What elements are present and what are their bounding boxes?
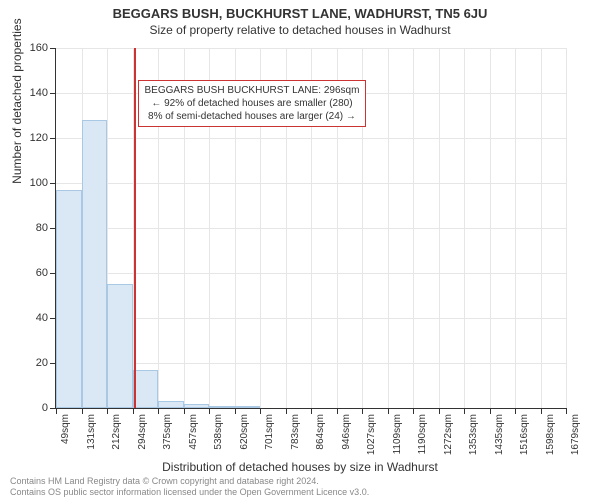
x-tick (133, 408, 134, 414)
x-tick-label: 212sqm (111, 414, 122, 450)
annotation-line: BEGGARS BUSH BUCKHURST LANE: 296sqm (145, 84, 360, 97)
gridline-vertical (515, 48, 516, 408)
x-axis-title: Distribution of detached houses by size … (0, 460, 600, 474)
gridline-vertical (388, 48, 389, 408)
x-tick-label: 457sqm (188, 414, 199, 450)
y-tick-label: 160 (30, 42, 48, 54)
chart-container: BEGGARS BUSH, BUCKHURST LANE, WADHURST, … (0, 0, 600, 500)
histogram-bar (107, 284, 133, 408)
histogram-bar (133, 370, 159, 408)
x-tick (184, 408, 185, 414)
y-tick (50, 183, 56, 184)
y-tick-label: 80 (36, 222, 48, 234)
annotation-line: 8% of semi-detached houses are larger (2… (145, 110, 360, 123)
x-tick-label: 1598sqm (545, 414, 556, 455)
annotation-box: BEGGARS BUSH BUCKHURST LANE: 296sqm← 92%… (138, 80, 367, 127)
x-tick (337, 408, 338, 414)
x-tick (388, 408, 389, 414)
x-tick (158, 408, 159, 414)
x-tick (566, 408, 567, 414)
x-tick-label: 1190sqm (417, 414, 428, 454)
histogram-bar (56, 190, 82, 408)
x-tick (362, 408, 363, 414)
x-tick-label: 946sqm (341, 414, 352, 450)
footer-attribution: Contains HM Land Registry data © Crown c… (10, 476, 369, 498)
y-axis-title: Number of detached properties (10, 18, 24, 183)
footer-line-2: Contains OS public sector information li… (10, 487, 369, 498)
x-tick-label: 701sqm (264, 414, 275, 450)
x-tick-label: 294sqm (137, 414, 148, 450)
annotation-line: ← 92% of detached houses are smaller (28… (145, 97, 360, 110)
x-tick (107, 408, 108, 414)
x-tick (311, 408, 312, 414)
histogram-bar (158, 401, 184, 408)
y-tick-label: 60 (36, 267, 48, 279)
x-tick (515, 408, 516, 414)
x-tick (286, 408, 287, 414)
y-tick-label: 20 (36, 357, 48, 369)
x-tick-label: 1027sqm (366, 414, 377, 455)
y-tick-label: 0 (42, 402, 48, 414)
x-tick-label: 1109sqm (392, 414, 403, 454)
x-tick (413, 408, 414, 414)
x-tick-label: 1272sqm (443, 414, 454, 455)
x-tick-label: 620sqm (239, 414, 250, 450)
y-tick-label: 140 (30, 87, 48, 99)
plot-area: 02040608010012014016049sqm131sqm212sqm29… (55, 48, 566, 409)
x-tick-label: 375sqm (162, 414, 173, 450)
gridline-vertical (464, 48, 465, 408)
gridline-vertical (541, 48, 542, 408)
x-tick (260, 408, 261, 414)
gridline-vertical (490, 48, 491, 408)
histogram-bar (235, 406, 261, 408)
y-tick-label: 40 (36, 312, 48, 324)
x-tick-label: 1435sqm (494, 414, 505, 455)
reference-line (134, 48, 136, 408)
x-tick-label: 538sqm (213, 414, 224, 450)
x-tick-label: 1679sqm (570, 414, 581, 455)
x-tick (439, 408, 440, 414)
x-tick-label: 864sqm (315, 414, 326, 450)
chart-title: BEGGARS BUSH, BUCKHURST LANE, WADHURST, … (0, 0, 600, 21)
y-tick (50, 138, 56, 139)
chart-subtitle: Size of property relative to detached ho… (0, 21, 600, 37)
histogram-bar (184, 404, 210, 409)
x-tick (56, 408, 57, 414)
x-tick-label: 131sqm (86, 414, 97, 450)
x-tick (464, 408, 465, 414)
y-tick (50, 48, 56, 49)
gridline-vertical (566, 48, 567, 408)
histogram-bar (82, 120, 108, 408)
histogram-bar (209, 406, 235, 408)
x-tick-label: 1353sqm (468, 414, 479, 455)
x-tick-label: 49sqm (60, 414, 71, 444)
x-tick (82, 408, 83, 414)
y-tick (50, 93, 56, 94)
y-tick-label: 120 (30, 132, 48, 144)
footer-line-1: Contains HM Land Registry data © Crown c… (10, 476, 369, 487)
y-tick-label: 100 (30, 177, 48, 189)
x-tick (235, 408, 236, 414)
x-tick (541, 408, 542, 414)
x-tick-label: 1516sqm (519, 414, 530, 455)
gridline-vertical (439, 48, 440, 408)
x-tick-label: 783sqm (290, 414, 301, 450)
x-tick (209, 408, 210, 414)
gridline-vertical (413, 48, 414, 408)
x-tick (490, 408, 491, 414)
